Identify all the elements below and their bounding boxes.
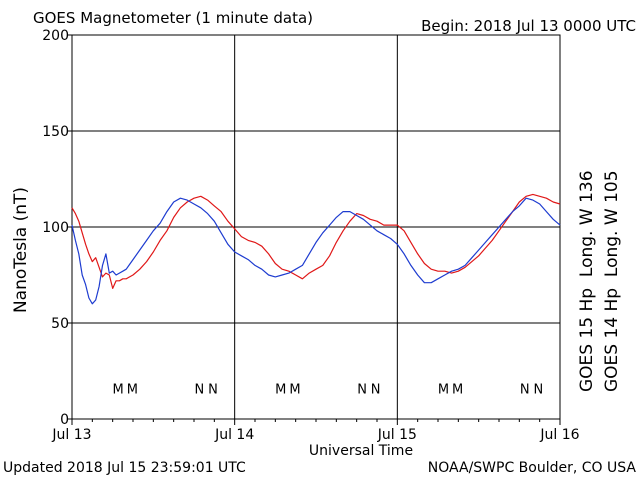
- begin-time-label: Begin: 2018 Jul 13 0000 UTC: [421, 17, 636, 35]
- x-tick-label: Jul 15: [377, 427, 417, 443]
- midnight-marker: M: [112, 382, 123, 397]
- y-tick-label: 0: [60, 412, 69, 428]
- goes14-series-line: [71, 197, 561, 305]
- x-tick-label: Jul 14: [214, 427, 254, 443]
- noon-marker: N: [195, 382, 205, 397]
- y-tick-label: 200: [42, 28, 69, 44]
- x-tick-label: Jul 13: [51, 427, 91, 443]
- noon-marker: N: [371, 382, 381, 397]
- noon-marker: N: [357, 382, 367, 397]
- goes15-series-line: [71, 193, 561, 289]
- noon-marker: N: [208, 382, 218, 397]
- midnight-marker: M: [127, 382, 138, 397]
- chart-title: GOES Magnetometer (1 minute data): [33, 9, 313, 27]
- axis-labels: 0 50 100 150 200 Jul 13 Jul 14 Jul 15 Jul 16: [42, 28, 579, 443]
- x-axis-title: Universal Time: [309, 443, 413, 459]
- y-axis-title: NanoTesla (nT): [11, 187, 31, 313]
- y-tick-label: 50: [51, 316, 69, 332]
- noon-marker: N: [533, 382, 543, 397]
- series-layer: [71, 193, 561, 305]
- midnight-marker: M: [452, 382, 463, 397]
- legend-goes15: GOES 15 Hp Long. W 136: [577, 170, 597, 392]
- midnight-marker: M: [275, 382, 286, 397]
- credit-label: NOAA/SWPC Boulder, CO USA: [428, 460, 637, 476]
- y-tick-label: 100: [42, 220, 69, 236]
- plot-grid: [67, 34, 561, 425]
- legend-goes14: GOES 14 Hp Long. W 105: [602, 170, 622, 392]
- noon-marker: N: [520, 382, 530, 397]
- updated-timestamp: Updated 2018 Jul 15 23:59:01 UTC: [3, 460, 246, 476]
- midnight-marker: M: [289, 382, 300, 397]
- y-tick-label: 150: [42, 124, 69, 140]
- x-tick-label: Jul 16: [539, 427, 579, 443]
- midnight-marker: M: [438, 382, 449, 397]
